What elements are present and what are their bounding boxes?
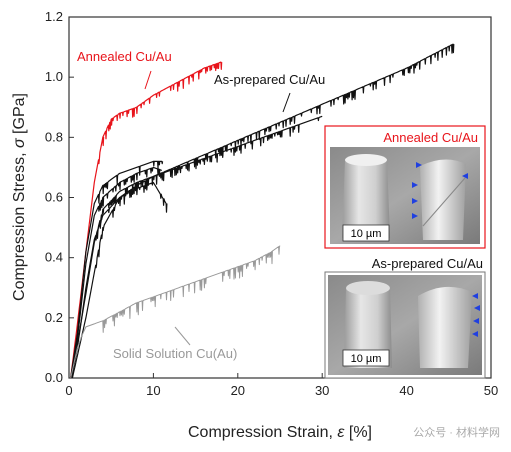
y-tick-label: 0.0 bbox=[45, 370, 63, 385]
y-tick-label: 0.2 bbox=[45, 310, 63, 325]
sem-pillar-left-2-top bbox=[346, 281, 390, 295]
series-line-1-4 bbox=[71, 43, 455, 379]
x-tick-label: 30 bbox=[315, 383, 329, 398]
scale-bar-box-2 bbox=[342, 349, 390, 367]
y-tick-label: 0.8 bbox=[45, 129, 63, 144]
x-axis-label: Compression Strain, ε [%] bbox=[188, 424, 372, 441]
inset-annealed: Annealed Cu/Au 10 µm bbox=[324, 125, 486, 249]
x-tick-label: 40 bbox=[399, 383, 413, 398]
sem-pillar-left-2 bbox=[344, 284, 392, 368]
annotation-solid-solution: Solid Solution Cu(Au) bbox=[113, 346, 237, 361]
scale-bar-label: 10 µm bbox=[351, 228, 382, 240]
series-line-1-1 bbox=[70, 166, 163, 379]
series-line-2-0 bbox=[70, 245, 281, 379]
sem-pillar-left bbox=[342, 156, 390, 238]
blue-arrow-markers bbox=[412, 162, 468, 219]
sem-pillar-left-top bbox=[345, 154, 387, 166]
series-line-1-3 bbox=[70, 115, 323, 379]
x-tick-label: 50 bbox=[484, 383, 498, 398]
x-tick-label: 10 bbox=[146, 383, 160, 398]
annotation-as-prepared: As-prepared Cu/Au bbox=[214, 72, 325, 87]
annotation-solid-solution-pointer bbox=[174, 326, 191, 346]
scale-bar-label-2: 10 µm bbox=[351, 353, 382, 365]
series-line-0-0 bbox=[70, 61, 223, 379]
inset-annealed-title: Annealed Cu/Au bbox=[383, 130, 478, 145]
inset-as-prepared-title: As-prepared Cu/Au bbox=[372, 256, 483, 271]
sem-pillar-right-2 bbox=[418, 286, 472, 368]
y-tick-label: 1.2 bbox=[45, 9, 63, 24]
watermark: 公众号 · 材料学网 bbox=[413, 425, 500, 439]
x-tick-label: 20 bbox=[231, 383, 245, 398]
axis-ticks: 0 10 20 30 40 50 0.0 0.2 0.4 0.6 0.8 1.0 1.2 bbox=[45, 9, 498, 398]
sem-pillar-right bbox=[420, 159, 466, 240]
blue-arrow-markers-2 bbox=[472, 293, 480, 337]
data-curves bbox=[70, 43, 455, 379]
annotation-as-prepared-pointer bbox=[282, 92, 291, 113]
scale-bar-box bbox=[342, 224, 390, 242]
sem-slip-line bbox=[422, 177, 466, 227]
annotation-annealed-pointer bbox=[144, 70, 152, 90]
y-tick-label: 1.0 bbox=[45, 69, 63, 84]
series-line-1-0 bbox=[70, 160, 164, 379]
y-tick-label: 0.6 bbox=[45, 190, 63, 205]
y-tick-label: 0.4 bbox=[45, 250, 63, 265]
x-tick-label: 0 bbox=[65, 383, 72, 398]
y-axis-label: Compression Stress, σ [GPa] bbox=[11, 93, 28, 301]
inset-as-prepared: As-prepared Cu/Au 10 µm bbox=[324, 256, 486, 379]
annotation-annealed: Annealed Cu/Au bbox=[77, 49, 172, 64]
